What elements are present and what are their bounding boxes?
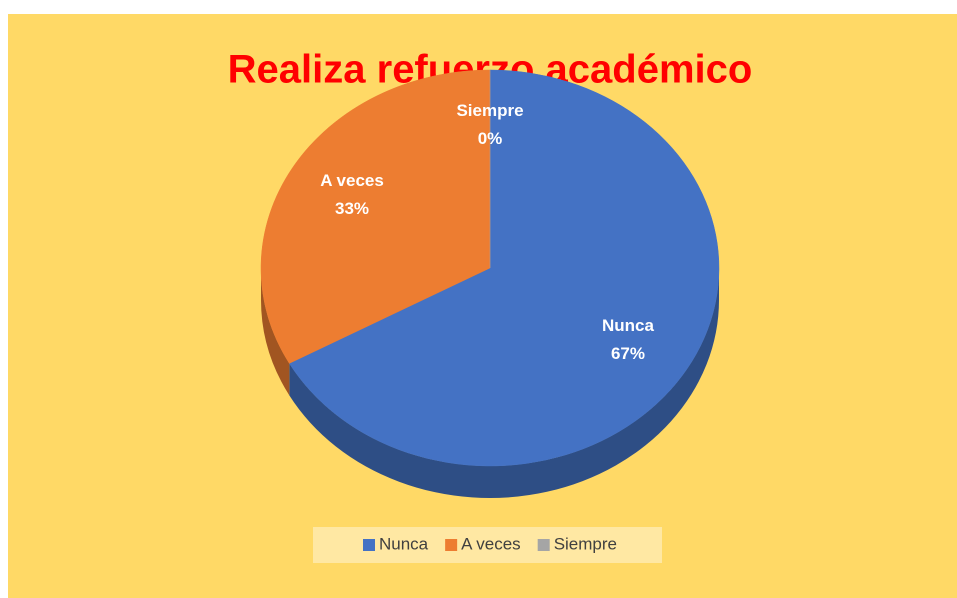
data-label-category: Siempre — [456, 101, 523, 120]
legend-swatch — [363, 539, 375, 551]
data-label-value: 33% — [335, 199, 369, 218]
legend-label: Nunca — [379, 534, 429, 553]
legend: Nunca A veces Siempre — [363, 534, 617, 553]
data-label-category: A veces — [320, 171, 384, 190]
slice-side — [261, 268, 290, 396]
slice-side — [289, 268, 719, 499]
slice — [288, 69, 720, 467]
legend-swatch — [445, 539, 458, 551]
slice — [260, 69, 491, 364]
data-label-value: 0% — [478, 129, 503, 148]
legend-label: A veces — [461, 534, 521, 553]
data-label-value: 67% — [611, 344, 645, 363]
legend-label: Siempre — [554, 534, 617, 553]
data-label-category: Nunca — [602, 316, 655, 335]
legend-swatch — [537, 539, 550, 551]
